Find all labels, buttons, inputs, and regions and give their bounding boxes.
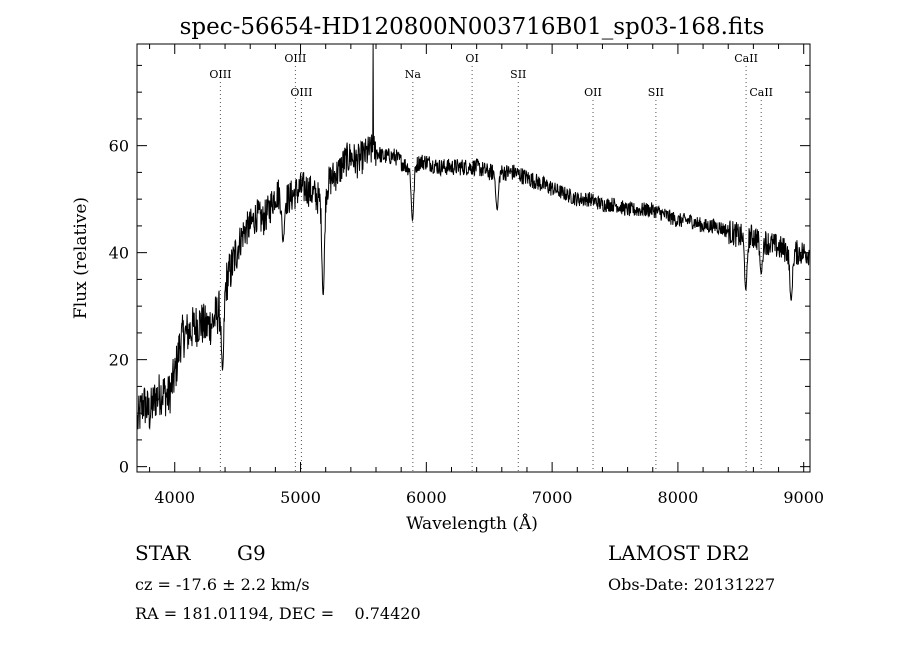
x-tick-label: 6000 — [406, 488, 447, 507]
flux-series-line — [137, 43, 810, 431]
redshift-cz: cz = -17.6 ± 2.2 km/s — [135, 575, 310, 594]
x-tick-label: 7000 — [532, 488, 573, 507]
x-tick-label: 4000 — [154, 488, 195, 507]
spectral-line-label: OI — [465, 52, 478, 65]
y-tick-label: 60 — [109, 137, 129, 156]
spectral-line-label: SII — [510, 68, 526, 81]
x-tick-label: 5000 — [280, 488, 321, 507]
x-tick-label: 8000 — [658, 488, 699, 507]
spectral-line-label: OIII — [290, 86, 312, 99]
survey-label: LAMOST DR2 — [608, 541, 750, 565]
spectral-line-label: OIII — [284, 52, 306, 65]
spectral-line-label: CaII — [749, 86, 773, 99]
ra-dec-coordinates: RA = 181.01194, DEC = 0.74420 — [135, 604, 421, 623]
y-axis-label: Flux (relative) — [71, 197, 91, 319]
spectral-line-label: SII — [648, 86, 664, 99]
x-axis-ticks: 4000 5000 6000 7000 8000 9000 — [149, 44, 824, 507]
plot-frame — [136, 43, 811, 473]
spectral-line-label: OIII — [209, 68, 231, 81]
observation-date: Obs-Date: 20131227 — [608, 575, 776, 594]
y-tick-label: 0 — [119, 458, 129, 477]
x-axis-label: Wavelength (Å) — [406, 513, 538, 534]
object-subclass: G9 — [237, 541, 266, 565]
spectral-line-label: Na — [405, 68, 422, 81]
chart-title: spec-56654-HD120800N003716B01_sp03-168.f… — [180, 14, 765, 40]
spectral-line-label: OII — [584, 86, 602, 99]
x-tick-label: 9000 — [783, 488, 824, 507]
object-class: STAR — [135, 541, 191, 565]
spectral-line-markers: OIII OIII OIII Na OI SII OII SII CaII CaII — [209, 52, 773, 472]
y-tick-label: 40 — [109, 244, 129, 263]
spectral-line-label: CaII — [734, 52, 758, 65]
y-axis-ticks: 0 20 40 60 — [109, 64, 810, 477]
y-tick-label: 20 — [109, 351, 129, 370]
